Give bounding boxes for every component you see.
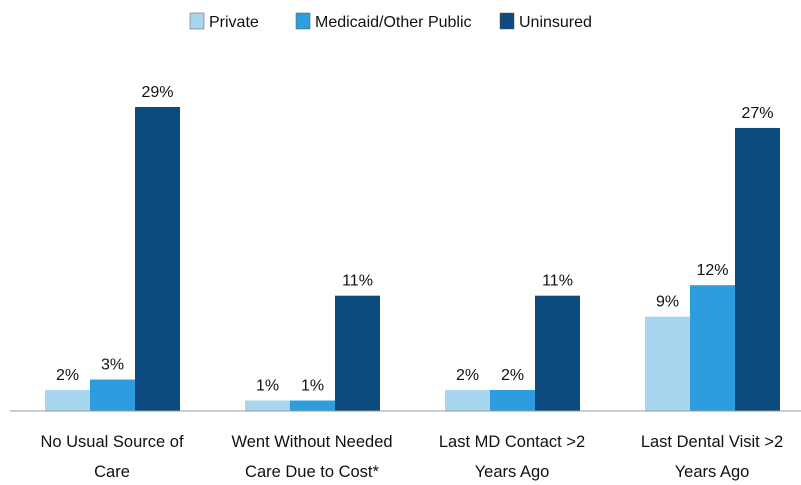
bar <box>90 379 135 411</box>
bar <box>690 285 735 411</box>
x-tick-label: No Usual Source of Care <box>40 433 184 481</box>
bar <box>535 295 580 411</box>
x-tick-label: Last Dental Visit >2 Years Ago <box>640 433 784 481</box>
data-label: 2% <box>456 367 479 384</box>
data-label: 1% <box>256 378 279 395</box>
bar <box>45 390 90 411</box>
data-label: 2% <box>56 367 79 384</box>
legend-label: Private <box>209 14 259 31</box>
legend-swatch <box>189 12 205 30</box>
x-tick-label: Last MD Contact >2 Years Ago <box>438 433 586 481</box>
x-tick-label: Went Without Needed Care Due to Cost* <box>231 433 393 481</box>
data-label: 11% <box>542 273 573 290</box>
bar <box>490 390 535 411</box>
data-label: 11% <box>342 273 373 290</box>
bar <box>335 295 380 411</box>
data-label: 1% <box>301 378 324 395</box>
bar <box>645 316 690 411</box>
data-label: 27% <box>741 105 773 122</box>
bar <box>290 400 335 411</box>
data-label: 2% <box>501 367 524 384</box>
bar <box>135 107 180 411</box>
legend-label: Medicaid/Other Public <box>315 14 472 31</box>
legend-swatch <box>499 12 515 30</box>
bar <box>245 400 290 411</box>
legend-label: Uninsured <box>519 14 592 31</box>
bar <box>735 127 780 411</box>
legend-swatch <box>295 12 311 30</box>
data-label: 3% <box>101 357 124 374</box>
data-label: 29% <box>141 84 173 101</box>
data-label: 12% <box>696 262 728 279</box>
data-label: 9% <box>656 294 679 311</box>
bar <box>445 390 490 411</box>
